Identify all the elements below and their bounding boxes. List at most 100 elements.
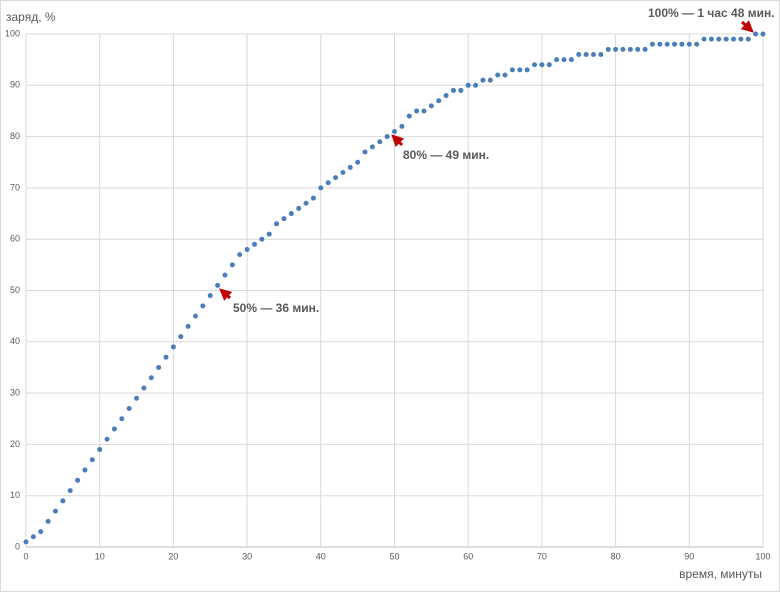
annotation-arrow: [219, 288, 233, 301]
point: [649, 41, 655, 47]
annotation-arrow: [740, 20, 754, 33]
point: [620, 46, 626, 52]
annotation: 50% — 36 мин.: [233, 301, 319, 315]
y-tick-label: 0: [15, 541, 20, 551]
point: [583, 52, 589, 58]
point: [207, 293, 213, 299]
point: [745, 36, 751, 42]
point: [355, 159, 361, 165]
point: [259, 236, 265, 242]
annotation: 100% — 1 час 48 мин.: [648, 6, 775, 20]
y-tick-label: 90: [10, 80, 20, 90]
y-tick-label: 70: [10, 182, 20, 192]
y-tick-label: 30: [10, 387, 20, 397]
point: [421, 108, 427, 114]
annotation: 80% — 49 мин.: [403, 148, 489, 162]
point: [546, 62, 552, 68]
point: [716, 36, 722, 42]
point: [760, 31, 766, 37]
point: [679, 41, 685, 47]
x-tick-label: 40: [316, 551, 326, 561]
point: [694, 41, 700, 47]
x-tick-label: 10: [95, 551, 105, 561]
point: [89, 457, 95, 463]
point: [487, 77, 493, 83]
point: [443, 93, 449, 99]
point: [303, 200, 309, 206]
point: [38, 529, 44, 535]
point: [274, 221, 280, 227]
y-axis-label: заряд, %: [6, 10, 56, 24]
point: [524, 67, 530, 73]
point: [200, 303, 206, 309]
point: [244, 246, 250, 252]
point: [539, 62, 545, 68]
point: [340, 170, 346, 176]
point: [97, 447, 103, 453]
point: [119, 416, 125, 422]
point: [229, 262, 235, 268]
point: [251, 241, 257, 247]
point: [465, 82, 471, 88]
point: [458, 87, 464, 93]
x-tick-label: 100: [755, 551, 770, 561]
point: [598, 52, 604, 58]
point: [517, 67, 523, 73]
point: [664, 41, 670, 47]
point: [52, 508, 58, 514]
y-tick-label: 10: [10, 490, 20, 500]
point: [590, 52, 596, 58]
point: [635, 46, 641, 52]
y-tick-label: 80: [10, 131, 20, 141]
point: [333, 175, 339, 181]
point: [627, 46, 633, 52]
x-tick-label: 80: [611, 551, 621, 561]
y-tick-label: 60: [10, 234, 20, 244]
annotation-arrow: [391, 134, 405, 148]
point: [731, 36, 737, 42]
y-tick-label: 20: [10, 439, 20, 449]
point: [605, 46, 611, 52]
point: [362, 149, 368, 155]
x-tick-label: 70: [537, 551, 547, 561]
point: [325, 180, 331, 186]
x-tick-label: 0: [23, 551, 28, 561]
point: [450, 87, 456, 93]
point: [414, 108, 420, 114]
point: [296, 205, 302, 211]
x-tick-label: 90: [684, 551, 694, 561]
point: [215, 282, 221, 288]
point: [377, 139, 383, 145]
x-tick-label: 30: [242, 551, 252, 561]
point: [193, 313, 199, 319]
point: [82, 467, 88, 473]
point: [288, 211, 294, 217]
point: [399, 123, 405, 129]
point: [148, 375, 154, 381]
point: [495, 72, 501, 78]
point: [642, 46, 648, 52]
point: [163, 354, 169, 360]
point: [473, 82, 479, 88]
point: [369, 144, 375, 150]
point: [657, 41, 663, 47]
point: [170, 344, 176, 350]
point: [75, 477, 81, 483]
point: [237, 252, 243, 258]
x-axis-label: время, минуты: [679, 567, 762, 581]
point: [708, 36, 714, 42]
point: [178, 334, 184, 340]
x-tick-label: 50: [389, 551, 399, 561]
point: [723, 36, 729, 42]
point: [428, 103, 434, 109]
point: [134, 395, 140, 401]
point: [222, 272, 228, 278]
point: [532, 62, 538, 68]
point: [753, 31, 759, 37]
point: [310, 195, 316, 201]
point: [561, 57, 567, 63]
point: [266, 231, 272, 237]
point: [185, 323, 191, 329]
